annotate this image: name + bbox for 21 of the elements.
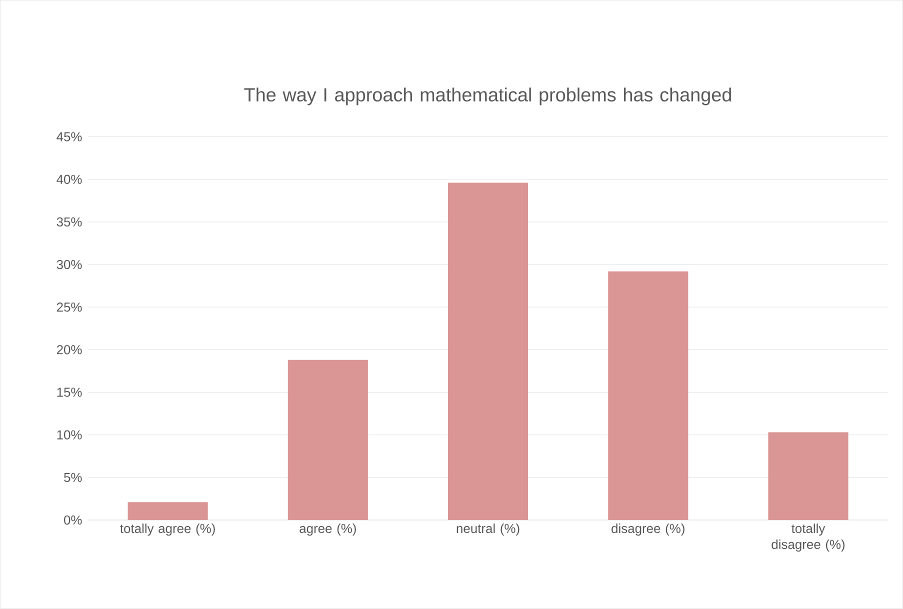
y-tick-label: 20% [56, 345, 82, 354]
y-tick-label: 35% [56, 217, 82, 227]
bar [768, 432, 848, 520]
x-tick-label: totally agree (%) [120, 524, 215, 536]
chart-title: The way I approach mathematical problems has changed [244, 88, 731, 106]
bar [608, 271, 688, 520]
y-tick-label: 0% [64, 516, 82, 525]
y-tick-label: 25% [56, 302, 82, 312]
bar [448, 182, 528, 520]
x-tick-label: disagree (%) [612, 524, 684, 536]
y-tick-label: 10% [57, 430, 82, 440]
y-tick-label: 40% [56, 174, 82, 184]
y-tick-label: 5% [64, 472, 82, 482]
bar [128, 502, 208, 520]
x-tick-label: totally disagree (%) [772, 524, 845, 552]
y-tick-label: 45% [56, 132, 82, 142]
bar [288, 360, 368, 520]
y-tick-label: 30% [56, 260, 82, 270]
x-tick-label: neutral (%) [456, 524, 520, 536]
x-tick-label: agree (%) [300, 524, 356, 536]
y-tick-label: 15% [57, 388, 82, 397]
